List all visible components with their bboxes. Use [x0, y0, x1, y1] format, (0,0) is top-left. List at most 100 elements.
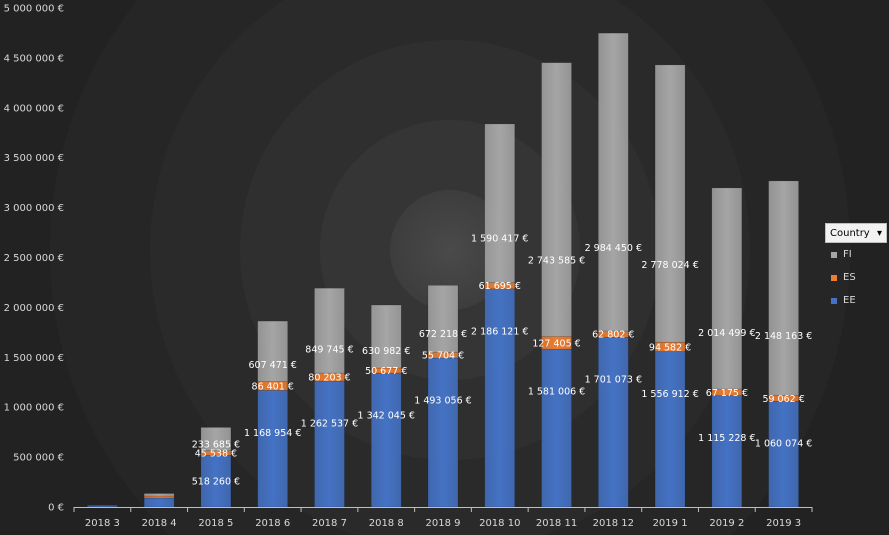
y-tick-label: 1 500 000 € — [4, 353, 64, 364]
x-tick-label: 2018 4 — [142, 518, 177, 529]
legend-label-es: ES — [843, 272, 856, 283]
legend: Country ▾ FI ES EE — [825, 223, 887, 312]
bar-es[interactable] — [143, 495, 175, 499]
data-label-es: 86 401 € — [252, 382, 294, 393]
bar-fi[interactable] — [143, 493, 175, 497]
bar-fi[interactable] — [370, 304, 402, 369]
legend-label-fi: FI — [843, 249, 852, 260]
x-tick-label: 2018 5 — [198, 518, 233, 529]
y-tick-label: 4 500 000 € — [4, 53, 64, 64]
data-label-ee: 1 701 073 € — [585, 375, 642, 386]
data-label-fi: 2 014 499 € — [698, 328, 755, 339]
x-tick-label: 2019 3 — [766, 518, 801, 529]
data-label-es: 94 582 € — [649, 342, 691, 353]
data-label-es: 80 203 € — [308, 372, 350, 383]
x-axis: 2018 3 2018 4 2018 5 2018 6 2018 7 2018 8 2018… — [73, 507, 813, 529]
legend-filter-button[interactable]: Country ▾ — [825, 223, 887, 243]
y-tick-label: 0 € — [48, 503, 64, 514]
bar-fi[interactable] — [768, 180, 799, 396]
bar-ee[interactable] — [314, 380, 345, 508]
bar-fi[interactable] — [541, 62, 572, 337]
data-label-ee: 1 115 228 € — [698, 433, 755, 444]
bar-ee[interactable] — [143, 497, 175, 508]
bar-ee[interactable] — [257, 390, 288, 508]
data-label-fi: 630 982 € — [362, 346, 410, 357]
data-label-ee: 1 168 954 € — [244, 428, 301, 439]
x-tick-label: 2018 8 — [369, 518, 404, 529]
x-tick-label: 2018 11 — [536, 518, 577, 529]
y-tick-label: 3 000 000 € — [4, 203, 64, 214]
bar-fi[interactable] — [200, 427, 232, 451]
data-label-ee: 518 260 € — [192, 477, 240, 488]
data-label-ee: 2 186 121 € — [471, 326, 528, 337]
bar-ee[interactable] — [768, 400, 799, 508]
bar-fi[interactable] — [654, 64, 686, 343]
bar-ee[interactable] — [541, 348, 572, 508]
legend-swatch-ee — [831, 297, 837, 304]
y-tick-label: 3 500 000 € — [4, 153, 64, 164]
x-tick-label: 2019 2 — [709, 518, 744, 529]
data-label-es: 45 538 € — [195, 449, 237, 460]
bars — [87, 32, 799, 508]
y-tick-label: 5 000 000 € — [4, 4, 64, 15]
data-label-es: 127 405 € — [532, 338, 580, 349]
legend-label-ee: EE — [843, 295, 856, 306]
data-label-ee: 1 342 045 € — [358, 411, 415, 422]
y-tick-label: 2 000 000 € — [4, 303, 64, 314]
data-label-es: 50 677 € — [365, 366, 407, 377]
x-tick-label: 2018 10 — [479, 518, 520, 529]
y-tick-label: 1 000 000 € — [4, 403, 64, 414]
data-label-fi: 849 745 € — [305, 345, 353, 356]
x-tick-label: 2018 6 — [255, 518, 290, 529]
data-label-fi: 1 590 417 € — [471, 234, 528, 245]
bar-fi[interactable] — [484, 123, 516, 283]
legend-swatch-es — [831, 274, 837, 281]
data-label-es: 62 802 € — [592, 330, 634, 341]
bar-fi[interactable] — [257, 320, 288, 382]
legend-title: Country — [830, 227, 870, 239]
bar-fi[interactable] — [598, 32, 629, 332]
data-labels: 518 260 € 45 538 €233 685 € 1 168 954 € 86 … — [192, 234, 813, 488]
dropdown-arrow-icon: ▾ — [876, 227, 882, 239]
legend-swatch-fi — [831, 251, 837, 258]
data-label-ee: 1 262 537 € — [301, 418, 358, 429]
data-label-fi: 607 471 € — [249, 360, 297, 371]
legend-item-fi[interactable]: FI — [825, 243, 887, 266]
data-label-fi: 2 743 585 € — [528, 255, 585, 266]
bar-ee[interactable] — [711, 395, 743, 508]
data-label-es: 55 704 € — [422, 351, 464, 362]
bar-ee[interactable] — [427, 357, 459, 508]
bar-ee[interactable] — [370, 372, 402, 508]
data-label-es: 59 062 € — [762, 394, 804, 405]
data-label-ee: 1 556 912 € — [641, 389, 698, 400]
legend-item-ee[interactable]: EE — [825, 289, 887, 312]
data-label-fi: 2 984 450 € — [585, 243, 642, 254]
x-tick-label: 2019 1 — [653, 518, 688, 529]
bar-es[interactable] — [711, 388, 743, 396]
y-tick-label: 4 000 000 € — [4, 103, 64, 114]
data-label-es: 67 175 € — [706, 388, 748, 399]
x-tick-label: 2018 7 — [312, 518, 347, 529]
data-label-ee: 1 493 056 € — [414, 395, 471, 406]
bar-ee[interactable] — [654, 351, 686, 508]
bar-ee[interactable] — [484, 288, 516, 508]
y-tick-label: 500 000 € — [13, 453, 64, 464]
data-label-fi: 2 778 024 € — [641, 260, 698, 271]
x-tick-label: 2018 9 — [426, 518, 461, 529]
data-label-ee: 1 060 074 € — [755, 439, 812, 450]
data-label-ee: 1 581 006 € — [528, 387, 585, 398]
bar-fi[interactable] — [314, 287, 345, 374]
data-label-fi: 2 148 163 € — [755, 331, 812, 342]
x-tick-label: 2018 12 — [593, 518, 634, 529]
x-tick-label: 2018 3 — [85, 518, 120, 529]
bar-ee[interactable] — [598, 336, 629, 508]
bar-fi[interactable] — [427, 285, 459, 353]
y-tick-label: 2 500 000 € — [4, 253, 64, 264]
y-axis: 0 € 500 000 € 1 000 000 € 1 500 000 € 2 000 … — [4, 4, 64, 514]
bar-fi[interactable] — [711, 187, 743, 390]
legend-item-es[interactable]: ES — [825, 266, 887, 289]
data-label-fi: 672 218 € — [419, 329, 467, 340]
data-label-fi: 233 685 € — [192, 440, 240, 451]
data-label-es: 61 695 € — [479, 281, 521, 292]
